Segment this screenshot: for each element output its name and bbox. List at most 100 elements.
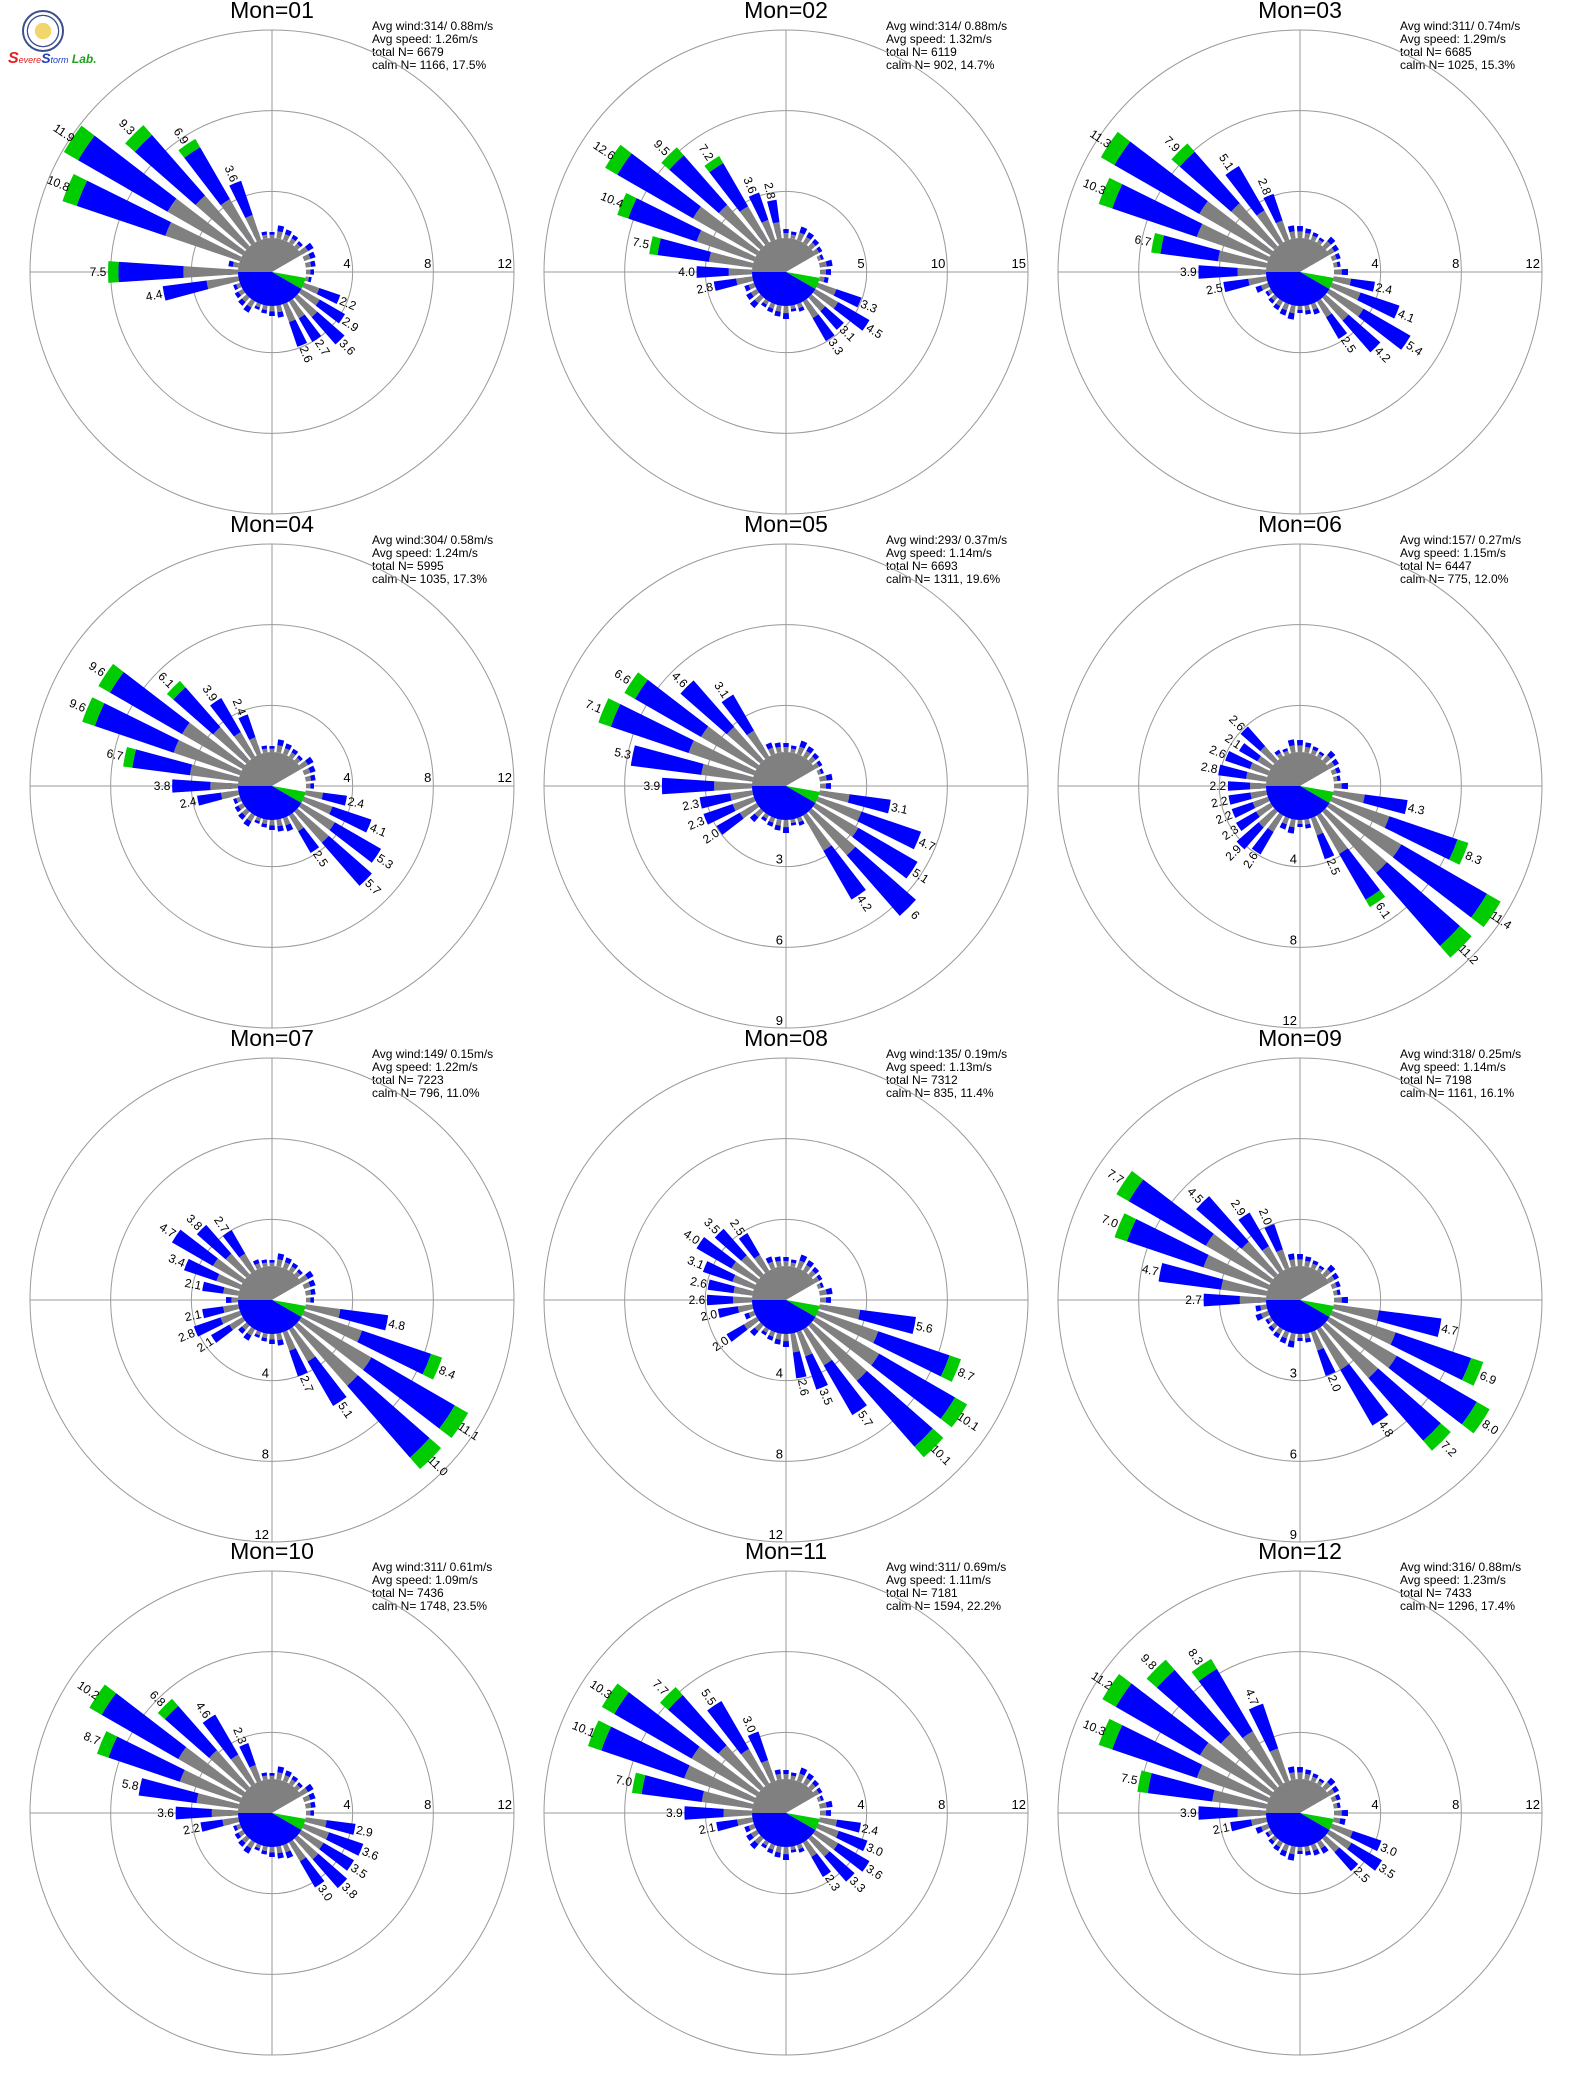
petal-blue <box>363 1357 455 1429</box>
petal-value-label: 4.1 <box>1396 306 1417 325</box>
minor-bar-blue <box>766 1847 774 1854</box>
minor-bar-gray <box>276 1845 283 1854</box>
minor-bar-blue <box>277 825 284 832</box>
petal-gray <box>245 214 262 242</box>
petal-gray <box>808 1835 830 1857</box>
petal-gray <box>239 1253 256 1274</box>
minor-bar-blue <box>774 742 781 748</box>
stats-line: Avg wind:293/ 0.37m/s <box>886 533 1007 547</box>
petal-value-label: 4.0 <box>678 265 695 279</box>
petal-green <box>1449 839 1469 865</box>
minor-bar-gray <box>288 752 296 760</box>
minor-bar-gray <box>276 1772 283 1781</box>
petal-blue <box>823 845 866 900</box>
minor-bar-blue <box>1312 232 1319 238</box>
petal-blue <box>601 1726 690 1779</box>
petal-blue <box>210 697 241 737</box>
minor-bar-blue <box>798 1847 805 1853</box>
minor-bar-gray <box>1282 816 1290 825</box>
petal-blue <box>238 714 256 740</box>
petal-gray <box>288 812 304 832</box>
petal-green <box>704 156 724 173</box>
minor-bar-gray <box>1304 1260 1311 1268</box>
petal-value-label: 4.3 <box>1407 801 1426 818</box>
petal-green <box>89 1684 117 1715</box>
tick-label: 12 <box>1012 1797 1026 1812</box>
minor-bar-blue <box>1287 1253 1295 1261</box>
petal-blue <box>109 671 190 735</box>
minor-bar-blue <box>1339 1818 1346 1825</box>
petal-blue <box>696 266 729 278</box>
petal-value-label: 10.1 <box>955 1409 982 1434</box>
petal-blue <box>1388 1355 1477 1425</box>
petal-blue <box>1225 750 1253 770</box>
minor-bar-gray <box>1271 1835 1278 1842</box>
petal-blue <box>1263 193 1283 224</box>
petal-blue <box>1347 1842 1383 1871</box>
petal-value-label: 3.6 <box>740 175 759 196</box>
minor-bar-blue <box>1305 1337 1312 1343</box>
tick-label: 8 <box>424 1797 431 1812</box>
petal-gray <box>816 282 837 296</box>
petal-value-label: 2.6 <box>689 1274 708 1291</box>
stats-line: total N= 5995 <box>372 559 444 573</box>
minor-bar-gray <box>262 304 268 311</box>
minor-bar-blue <box>825 269 832 275</box>
petal-blue <box>78 135 177 212</box>
petal-gray <box>701 1790 754 1809</box>
petal-gray <box>1262 1246 1284 1274</box>
petal-gray <box>211 1809 239 1817</box>
minor-bar-gray <box>241 808 250 817</box>
petal-blue <box>805 1353 828 1390</box>
petal-gray <box>1332 276 1352 286</box>
minor-bar-blue <box>1312 746 1319 752</box>
calm-pie-gray <box>1266 1779 1330 1813</box>
minor-bar-blue <box>744 1312 751 1320</box>
petal-gray <box>1220 1733 1278 1791</box>
tick-label: 4 <box>343 256 350 271</box>
minor-bar-gray <box>1260 1304 1268 1311</box>
petal-blue <box>197 792 223 806</box>
petal-blue <box>311 311 345 345</box>
minor-bar-blue <box>243 304 252 313</box>
minor-bar-gray <box>1304 818 1311 825</box>
tick-label: 8 <box>1290 932 1297 947</box>
petal-blue <box>1156 1669 1231 1744</box>
petal-blue <box>164 1705 217 1758</box>
petal-blue <box>1317 1347 1336 1376</box>
minor-bar-blue <box>806 232 815 240</box>
minor-bar-gray <box>255 302 262 308</box>
petal-blue <box>1112 184 1203 238</box>
petal-blue <box>1358 308 1411 350</box>
minor-bar-gray <box>298 1274 309 1284</box>
petal-gray <box>802 812 832 851</box>
minor-bar-gray <box>269 1846 275 1853</box>
petal-value-label: 2.6 <box>795 1378 812 1397</box>
tick-label: 12 <box>498 1797 512 1812</box>
minor-bar-gray <box>1330 1795 1337 1803</box>
minor-bar-gray <box>1276 752 1284 760</box>
petal-value-label: 5.8 <box>121 1776 140 1793</box>
petal-blue <box>1223 278 1250 293</box>
petal-value-label: 8.4 <box>437 1363 458 1382</box>
petal-blue <box>628 198 702 242</box>
minor-bar-blue <box>1273 1844 1281 1852</box>
petal-value-label: 2.4 <box>346 794 365 811</box>
minor-bar-blue <box>1336 1289 1341 1296</box>
minor-bar-gray <box>762 812 770 819</box>
lab-logo: SevereStorm Lab. <box>8 10 97 70</box>
minor-bar-gray <box>294 1271 301 1278</box>
petal-value-label: 2.8 <box>695 280 714 297</box>
minor-bar-gray <box>762 1839 770 1846</box>
petal-gray <box>728 268 753 276</box>
petal-blue <box>193 1317 224 1337</box>
minor-bar-gray <box>304 276 309 282</box>
petal-blue <box>833 1843 870 1872</box>
minor-bar-blue <box>269 1339 275 1345</box>
minor-bar-blue <box>305 1783 314 1793</box>
petal-blue <box>1376 862 1460 946</box>
petal-gray <box>294 294 318 318</box>
petal-blue <box>1251 827 1274 855</box>
minor-bar-blue <box>269 825 275 830</box>
